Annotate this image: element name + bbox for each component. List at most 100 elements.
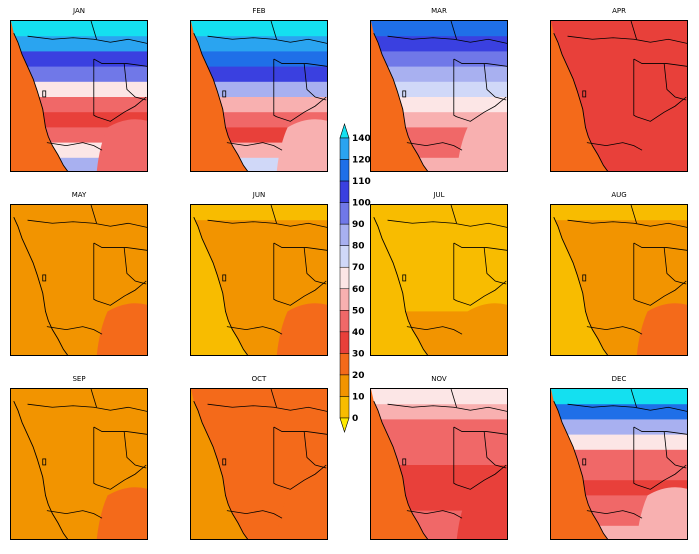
precip-band — [11, 449, 147, 466]
precip-band — [11, 281, 147, 297]
precip-band — [191, 81, 327, 98]
precip-band — [11, 265, 147, 282]
panel-title: AUG — [611, 191, 627, 199]
precip-band — [191, 250, 327, 267]
precip-band — [371, 66, 507, 83]
map-panel-dec: DEC — [550, 375, 688, 540]
precip-band — [551, 434, 687, 451]
map-panel-jul: JUL — [370, 191, 508, 356]
colorbar-swatch — [339, 396, 350, 419]
precip-band — [191, 404, 327, 420]
colorbar-tick-label: 0 — [352, 414, 358, 424]
precip-band — [191, 465, 327, 481]
precip-band — [11, 434, 147, 451]
precip-band — [551, 205, 687, 221]
coastal-precip-band — [551, 389, 608, 539]
country-border — [276, 96, 327, 122]
country-border — [586, 510, 643, 519]
precip-band — [371, 235, 507, 252]
panel-title: JUL — [433, 191, 445, 199]
inland-precip-patch — [276, 303, 327, 355]
precip-field — [191, 205, 327, 355]
precip-band — [551, 281, 687, 297]
map-panel-nov: NOV — [370, 375, 508, 540]
country-border — [273, 243, 277, 302]
precip-band — [191, 36, 327, 52]
country-border — [207, 219, 327, 228]
map-frame — [10, 388, 148, 540]
map-frame — [190, 204, 328, 356]
precip-band — [191, 51, 327, 68]
colorbar-swatch — [339, 202, 350, 225]
precip-band — [11, 250, 147, 267]
country-border — [123, 63, 147, 101]
panel-title: JAN — [73, 7, 85, 15]
inland-precip-patch — [276, 119, 327, 171]
panel-title: JUN — [252, 191, 266, 199]
coastal-marker — [42, 90, 47, 98]
country-border — [226, 510, 283, 519]
country-border — [276, 464, 327, 490]
coastal-marker — [402, 90, 407, 98]
precip-band — [551, 21, 687, 37]
country-border — [46, 510, 103, 519]
colorbar-tick-label: 110 — [352, 177, 371, 187]
colorbar-swatch — [339, 137, 350, 160]
colorbar-swatch — [339, 374, 350, 397]
colorbar: 140 120 110 100 90 80 70 60 50 40 30 20 10 0 — [336, 118, 376, 438]
precip-band — [371, 205, 507, 221]
precip-band — [191, 434, 327, 451]
precip-band — [551, 235, 687, 252]
country-border — [270, 205, 277, 224]
country-border — [450, 389, 457, 408]
country-border — [93, 59, 97, 118]
precip-band — [371, 281, 507, 297]
colorbar-tick-label: 70 — [352, 263, 365, 273]
country-border — [273, 426, 327, 435]
country-border — [93, 243, 97, 302]
country-border — [27, 219, 147, 228]
country-border — [483, 431, 507, 469]
inland-precip-patch — [636, 119, 687, 171]
precip-band — [371, 404, 507, 420]
coastal-marker — [222, 458, 227, 466]
colorbar-tick-label: 80 — [352, 242, 365, 252]
precip-band — [371, 465, 507, 481]
precip-band — [551, 389, 687, 405]
coastal-marker — [582, 274, 587, 282]
precip-band — [551, 250, 687, 267]
precip-field — [11, 205, 147, 355]
inland-precip-patch — [456, 303, 507, 355]
inland-precip-patch — [96, 487, 147, 539]
map-panel-jan: JAN — [10, 7, 148, 172]
country-border — [567, 35, 687, 44]
precip-field — [551, 205, 687, 355]
map-frame — [10, 204, 148, 356]
map-panel-oct: OCT — [190, 375, 328, 540]
map-frame — [370, 388, 508, 540]
colorbar-tick-label: 140 — [352, 134, 371, 144]
coastal-marker — [402, 274, 407, 282]
precip-band — [11, 465, 147, 481]
precip-band — [191, 205, 327, 221]
precip-band — [551, 51, 687, 68]
country-border — [633, 426, 687, 435]
panel-title: MAR — [431, 7, 447, 15]
country-border — [483, 247, 507, 285]
coastal-precip-band — [551, 21, 608, 171]
country-border — [636, 96, 687, 122]
country-border — [567, 219, 687, 228]
country-border — [90, 389, 97, 408]
precip-band — [551, 36, 687, 52]
country-border — [123, 247, 147, 285]
panel-title: MAY — [71, 191, 87, 199]
precip-band — [551, 220, 687, 236]
precip-band — [191, 66, 327, 83]
colorbar-swatch — [339, 310, 350, 333]
country-border — [270, 21, 277, 40]
colorbar-tick-label: 120 — [352, 156, 371, 166]
coastal-marker — [42, 274, 47, 282]
map-frame — [370, 20, 508, 172]
country-border — [303, 431, 327, 469]
